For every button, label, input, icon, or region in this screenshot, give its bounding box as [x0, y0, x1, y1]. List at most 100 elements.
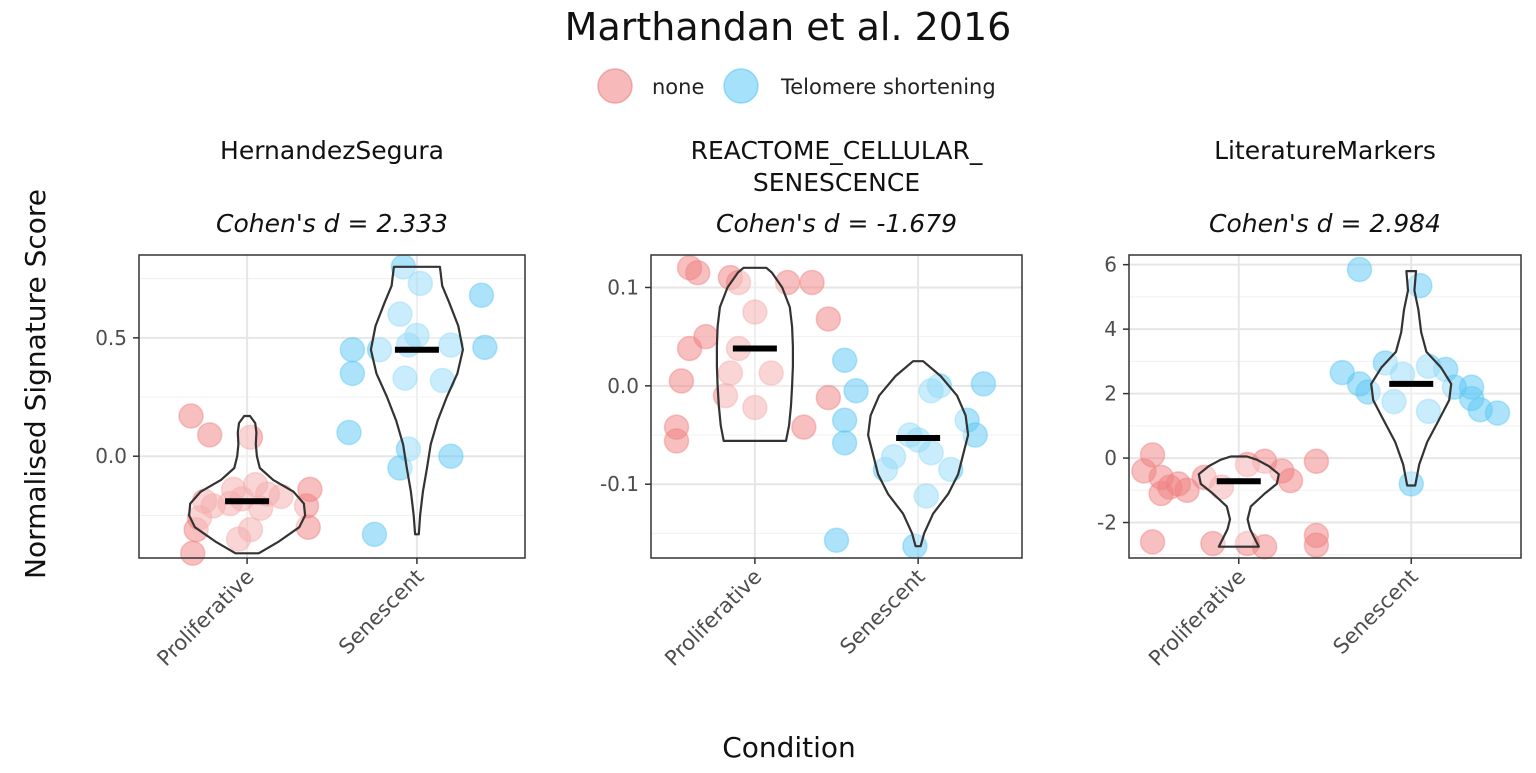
legend-label-none: none: [652, 75, 704, 99]
data-point: [823, 527, 850, 554]
data-point: [962, 422, 989, 448]
violin-shape: [369, 265, 464, 536]
data-point: [1174, 477, 1200, 504]
data-point: [366, 336, 393, 363]
data-point: [913, 483, 940, 509]
panel-background: [651, 255, 1022, 558]
data-point: [831, 430, 858, 456]
group-proliferative: [663, 255, 842, 454]
data-point: [1303, 448, 1330, 475]
panel-2: LiteratureMarkers Cohen's d = 2.984 -2 0 2 4 6…: [1097, 136, 1522, 671]
chart-title: Marthandan et al. 2016: [565, 5, 1012, 49]
y-tick-label: -0.1: [600, 472, 639, 496]
panel-0: HernandezSegura Cohen's d = 2.333 0.0 0.5 Pr…: [95, 136, 526, 671]
data-point: [799, 269, 825, 296]
y-tick-label: 2: [1104, 382, 1117, 406]
x-tick-label: Senescent: [835, 565, 929, 659]
data-point: [392, 365, 418, 391]
data-point: [1458, 374, 1485, 400]
violin-shape: [715, 266, 794, 442]
panel-border: [650, 254, 1023, 559]
legend-label-telomere: Telomere shortening: [780, 75, 996, 99]
data-point: [742, 394, 768, 421]
data-point: [831, 347, 858, 374]
data-point: [684, 259, 711, 286]
data-point: [758, 360, 784, 386]
panel-border: [138, 254, 526, 559]
panel-border: [1128, 254, 1522, 559]
data-point: [1277, 467, 1304, 494]
data-point: [1355, 379, 1381, 405]
data-point: [843, 378, 869, 404]
data-point: [831, 407, 858, 434]
data-point: [178, 403, 204, 429]
y-tick-label: 0.5: [95, 326, 127, 350]
data-point: [438, 443, 464, 469]
data-point: [339, 336, 366, 363]
x-tick-label: Proliferative: [660, 565, 766, 671]
data-point: [815, 306, 842, 332]
x-tick-label: Proliferative: [1144, 565, 1250, 671]
legend-key-none: [597, 68, 633, 104]
data-point: [407, 270, 434, 297]
data-point: [237, 516, 264, 543]
data-point: [668, 368, 695, 394]
data-point: [742, 299, 768, 325]
y-tick-label: 0.0: [607, 374, 639, 398]
data-point: [791, 414, 817, 440]
data-point: [472, 334, 498, 361]
data-point: [1148, 480, 1174, 507]
legend-key-telomere: [723, 68, 759, 104]
data-point: [1415, 398, 1442, 425]
y-axis-title: Normalised Signature Score: [19, 189, 52, 579]
y-tick-label: 0.0: [95, 444, 127, 468]
facet-panels: HernandezSegura Cohen's d = 2.333 0.0 0.5 Pr…: [95, 136, 1522, 671]
data-point: [297, 476, 323, 503]
data-point: [815, 384, 842, 411]
group-proliferative: [178, 403, 323, 567]
data-point: [1200, 530, 1226, 557]
data-point: [1303, 532, 1330, 558]
violin-shape: [867, 360, 970, 548]
group-proliferative: [1131, 442, 1330, 560]
y-tick-label: 4: [1104, 317, 1117, 341]
data-point: [387, 301, 413, 327]
violin-shape: [1370, 270, 1453, 487]
panel-strip-title: HernandezSegura: [220, 136, 444, 165]
x-tick-label: Proliferative: [152, 565, 258, 671]
x-tick-label: Senescent: [334, 565, 428, 659]
data-point: [1139, 529, 1166, 555]
panel-strip-title: SENESCENCE: [753, 168, 920, 197]
data-point: [196, 422, 223, 448]
panel-strip-title: REACTOME_CELLULAR_: [691, 136, 983, 165]
panel-1: REACTOME_CELLULAR_ SENESCENCE Cohen's d = …: [600, 136, 1023, 671]
y-tick-label: 6: [1104, 253, 1117, 277]
y-tick-label: 0.1: [607, 275, 639, 299]
panel-subtitle: Cohen's d = 2.333: [216, 209, 448, 238]
x-tick-label: Senescent: [1328, 565, 1422, 659]
panel-subtitle: Cohen's d = 2.984: [1209, 209, 1441, 238]
data-point: [339, 360, 366, 387]
panel-subtitle: Cohen's d = -1.679: [716, 209, 957, 238]
panel-strip-title: LiteratureMarkers: [1214, 136, 1436, 165]
x-axis-title: Condition: [722, 731, 856, 764]
group-senescent: [1329, 256, 1511, 497]
y-tick-label: 0: [1104, 446, 1117, 470]
data-point: [1484, 400, 1511, 426]
group-senescent: [823, 347, 997, 559]
data-point: [179, 540, 206, 567]
data-point: [1346, 256, 1373, 283]
data-point: [361, 521, 388, 548]
data-point: [1131, 458, 1157, 484]
group-senescent: [336, 254, 498, 548]
panel-background: [1129, 255, 1521, 558]
y-tick-label: -2: [1097, 511, 1117, 535]
data-point: [336, 419, 362, 446]
data-point: [676, 335, 703, 362]
data-point: [970, 371, 997, 397]
violin-shape: [188, 414, 307, 555]
data-point: [663, 428, 690, 454]
data-point: [468, 282, 495, 308]
